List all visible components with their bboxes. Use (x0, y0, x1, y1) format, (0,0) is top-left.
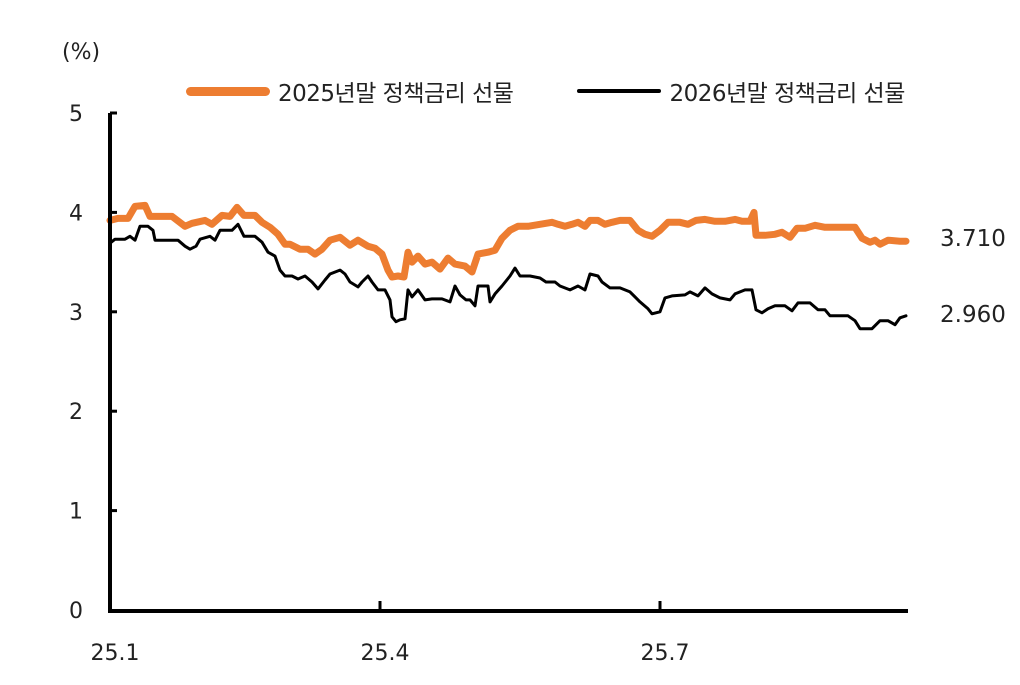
x-tick-label: 25.4 (361, 641, 410, 666)
legend-item-2026: 2026년말 정책금리 선물 (577, 74, 905, 108)
y-tick-label: 2 (69, 400, 83, 425)
legend-swatch-black (577, 89, 662, 93)
y-tick-label: 5 (69, 102, 83, 127)
chart-legend: 2025년말 정책금리 선물 2026년말 정책금리 선물 (186, 74, 969, 108)
legend-label-2026: 2026년말 정책금리 선물 (669, 81, 905, 107)
x-tick-label: 25.7 (641, 641, 690, 666)
y-tick-label: 3 (69, 301, 83, 326)
end-value-label-2025: 3.710 (940, 226, 1006, 252)
y-axis-ticks: 0 1 2 3 4 5 (69, 102, 117, 624)
x-axis-ticks: 25.1 25.4 25.7 (91, 601, 690, 666)
end-value-label-2026: 2.960 (940, 302, 1006, 328)
y-tick-label: 4 (69, 201, 83, 226)
legend-label-2025: 2025년말 정책금리 선물 (278, 81, 514, 107)
series-line-2026 (108, 222, 908, 331)
legend-swatch-orange (186, 86, 270, 96)
y-tick-label: 0 (69, 599, 83, 624)
legend-item-2025: 2025년말 정책금리 선물 (186, 74, 514, 108)
y-tick-label: 1 (69, 500, 83, 525)
y-axis-unit-label: (%) (62, 40, 101, 65)
x-tick-label: 25.1 (91, 641, 140, 666)
series-line-2025 (106, 201, 910, 281)
